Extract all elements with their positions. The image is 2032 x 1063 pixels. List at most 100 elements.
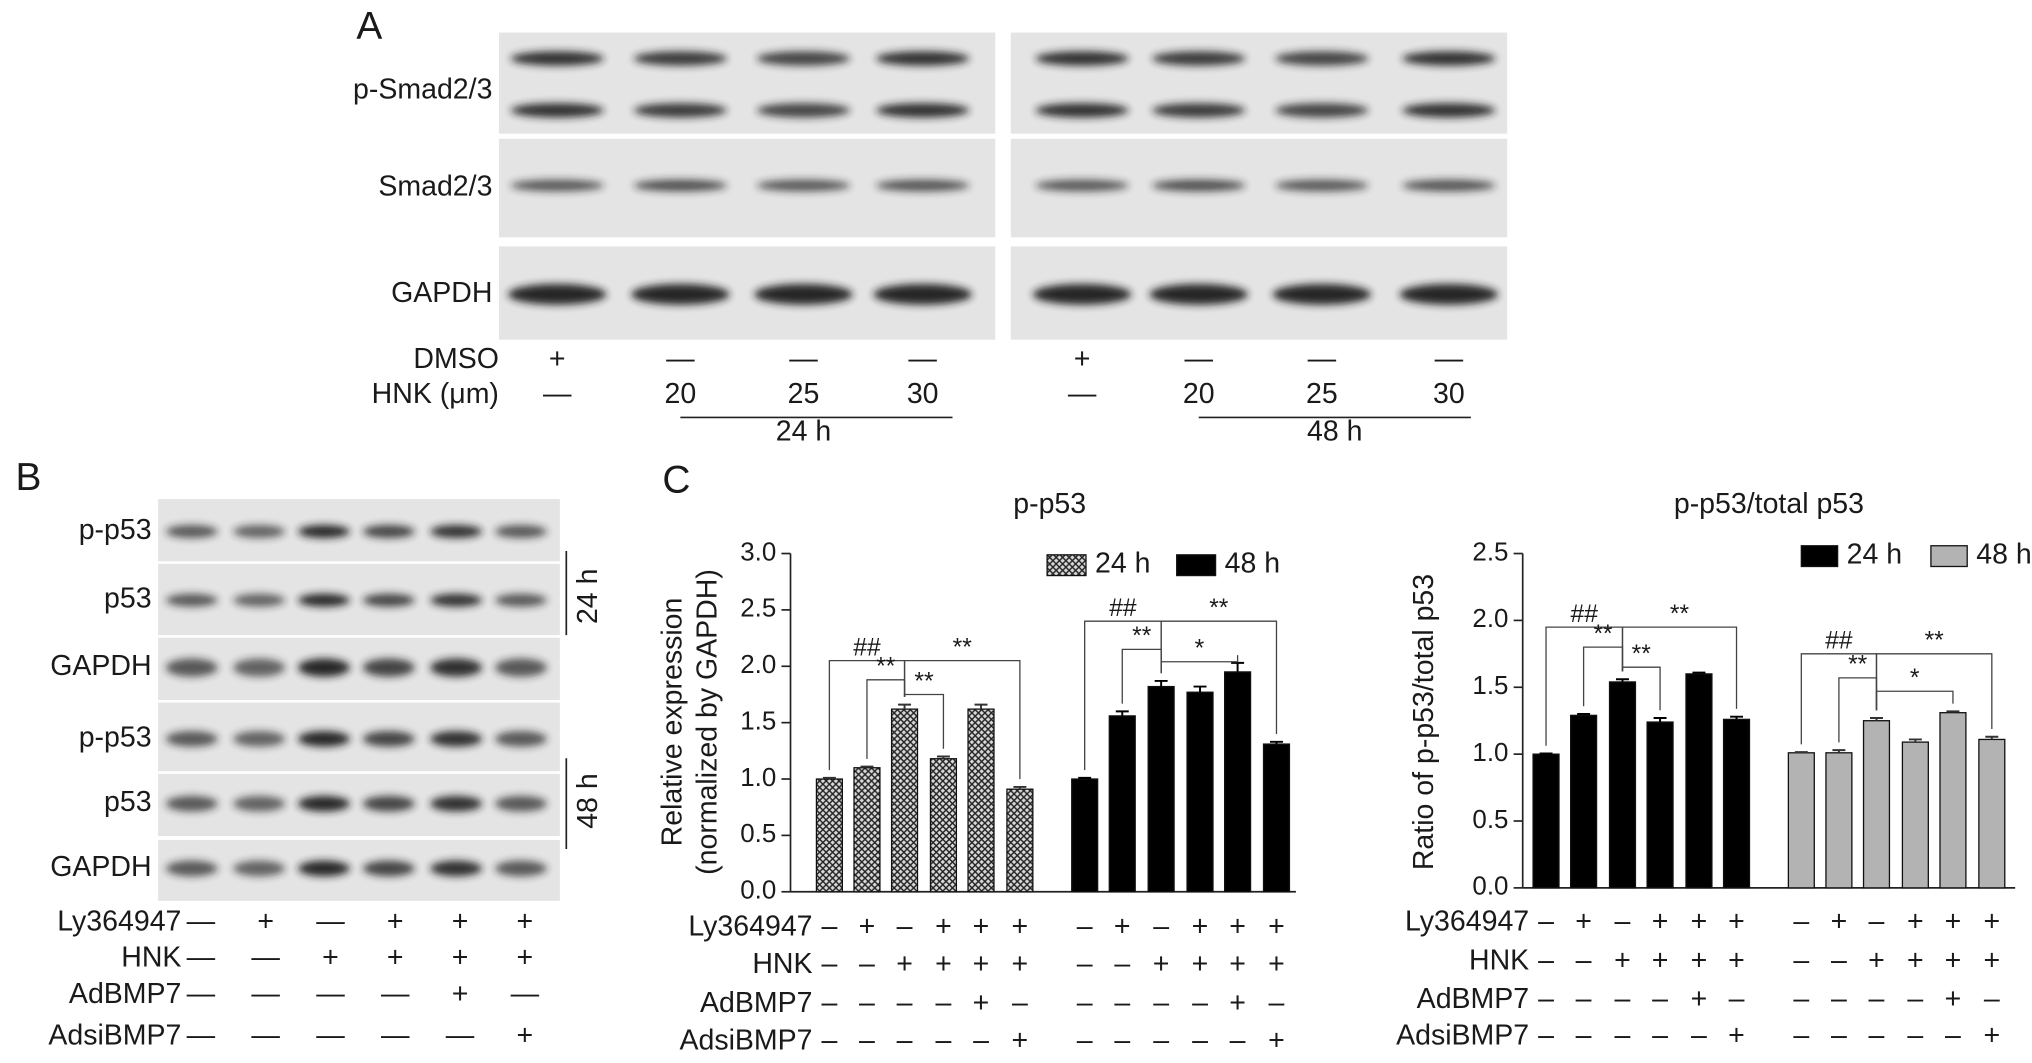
lane-label: —	[381, 978, 410, 1010]
condition-sign: –	[897, 1025, 913, 1057]
significance-label: **	[1632, 641, 1652, 668]
condition-label: AdsiBMP7	[1396, 1019, 1529, 1051]
significance-label: **	[876, 654, 896, 681]
treatment-label: DMSO	[413, 343, 499, 375]
blot-band	[756, 179, 851, 192]
blot-band	[362, 860, 415, 877]
condition-sign: +	[1229, 948, 1246, 980]
lane-label: —	[187, 905, 216, 937]
error-bar	[1870, 717, 1883, 721]
lane-label: —	[251, 1019, 280, 1051]
blot-band	[233, 860, 286, 877]
treatment-label: AdBMP7	[69, 978, 181, 1010]
error-bar	[1154, 679, 1168, 687]
blot-band	[233, 593, 286, 607]
lane-label: 25	[1306, 378, 1338, 410]
condition-sign: –	[935, 987, 951, 1019]
blot-band	[298, 525, 350, 538]
blot-band	[495, 731, 547, 747]
y-tick-label: 0.0	[1472, 873, 1508, 901]
legend-label: 48 h	[1976, 539, 2031, 571]
bar	[1223, 671, 1252, 893]
condition-sign: –	[1793, 1019, 1809, 1051]
blot-band	[1035, 51, 1129, 66]
condition-sign: –	[1652, 1019, 1668, 1051]
bar	[1646, 721, 1674, 889]
lane-label: 30	[907, 378, 939, 410]
lane-label: +	[322, 942, 339, 974]
condition-sign: +	[1983, 905, 2000, 937]
blot-band	[510, 179, 604, 192]
error-bar	[1193, 685, 1207, 693]
condition-sign: +	[1268, 948, 1285, 980]
significance-label: **	[953, 634, 973, 661]
lane-label: +	[452, 942, 469, 974]
condition-sign: +	[1728, 944, 1745, 976]
condition-sign: –	[1153, 987, 1169, 1019]
error-bar	[1653, 717, 1667, 723]
blot-band	[362, 658, 415, 677]
lane-label: —	[381, 1019, 410, 1051]
blot-background	[158, 637, 560, 700]
blot-band	[1275, 51, 1369, 66]
condition-sign: +	[1114, 911, 1131, 943]
lane-label: —	[316, 1019, 345, 1051]
treatment-label: AdsiBMP7	[48, 1019, 181, 1051]
blot-band	[495, 593, 547, 607]
condition-sign: +	[1691, 944, 1708, 976]
lane-label: +	[517, 1019, 534, 1051]
error-bar	[1832, 749, 1846, 753]
lane-label: —	[187, 978, 216, 1010]
blot-band	[495, 658, 547, 677]
y-tick-label: 3.0	[740, 538, 776, 566]
row-label: p-Smad2/3	[353, 73, 492, 105]
significance-label: **	[914, 668, 934, 695]
panel-label: A	[356, 5, 382, 48]
blot-band	[873, 283, 972, 305]
condition-sign: –	[897, 911, 913, 943]
condition-sign: –	[1077, 911, 1093, 943]
error-bar	[1013, 785, 1027, 790]
condition-sign: +	[1192, 948, 1209, 980]
bar	[1787, 752, 1815, 889]
condition-sign: +	[1831, 905, 1848, 937]
significance-label: ##	[1109, 595, 1137, 622]
row-label: p53	[104, 786, 152, 818]
blot-band	[756, 51, 851, 66]
condition-sign: –	[1576, 1019, 1592, 1051]
error-bar	[1730, 715, 1744, 720]
blot-band	[1402, 103, 1496, 118]
blot-band	[362, 525, 415, 538]
condition-sign: –	[1269, 987, 1285, 1019]
condition-sign: –	[1153, 1025, 1169, 1057]
bar	[1978, 738, 2006, 889]
lane-label: —	[1068, 378, 1097, 410]
bar	[1901, 741, 1929, 889]
condition-sign: +	[1012, 1025, 1029, 1057]
blot-band	[430, 860, 483, 877]
condition-sign: –	[1615, 983, 1631, 1015]
blot-band	[495, 795, 547, 812]
significance-label: **	[1670, 601, 1690, 628]
blot-band	[430, 525, 483, 538]
condition-sign: –	[1077, 987, 1093, 1019]
y-tick-label: 1.5	[1472, 672, 1508, 700]
blot-band	[362, 593, 415, 607]
blot-band	[430, 658, 483, 677]
y-tick-label: 1.0	[740, 764, 776, 792]
blot-band	[1152, 179, 1246, 192]
blot-band	[298, 731, 350, 747]
condition-sign: +	[1728, 905, 1745, 937]
error-bar	[1270, 740, 1283, 745]
bar	[967, 708, 995, 893]
blot-band	[233, 795, 286, 812]
blot-background	[158, 839, 560, 901]
condition-sign: +	[1983, 944, 2000, 976]
lane-label: —	[1308, 343, 1337, 375]
condition-sign: –	[1729, 983, 1745, 1015]
condition-sign: +	[1268, 1025, 1285, 1057]
significance-label: *	[1910, 665, 1920, 692]
lane-label: 30	[1433, 378, 1465, 410]
bar	[929, 758, 958, 893]
